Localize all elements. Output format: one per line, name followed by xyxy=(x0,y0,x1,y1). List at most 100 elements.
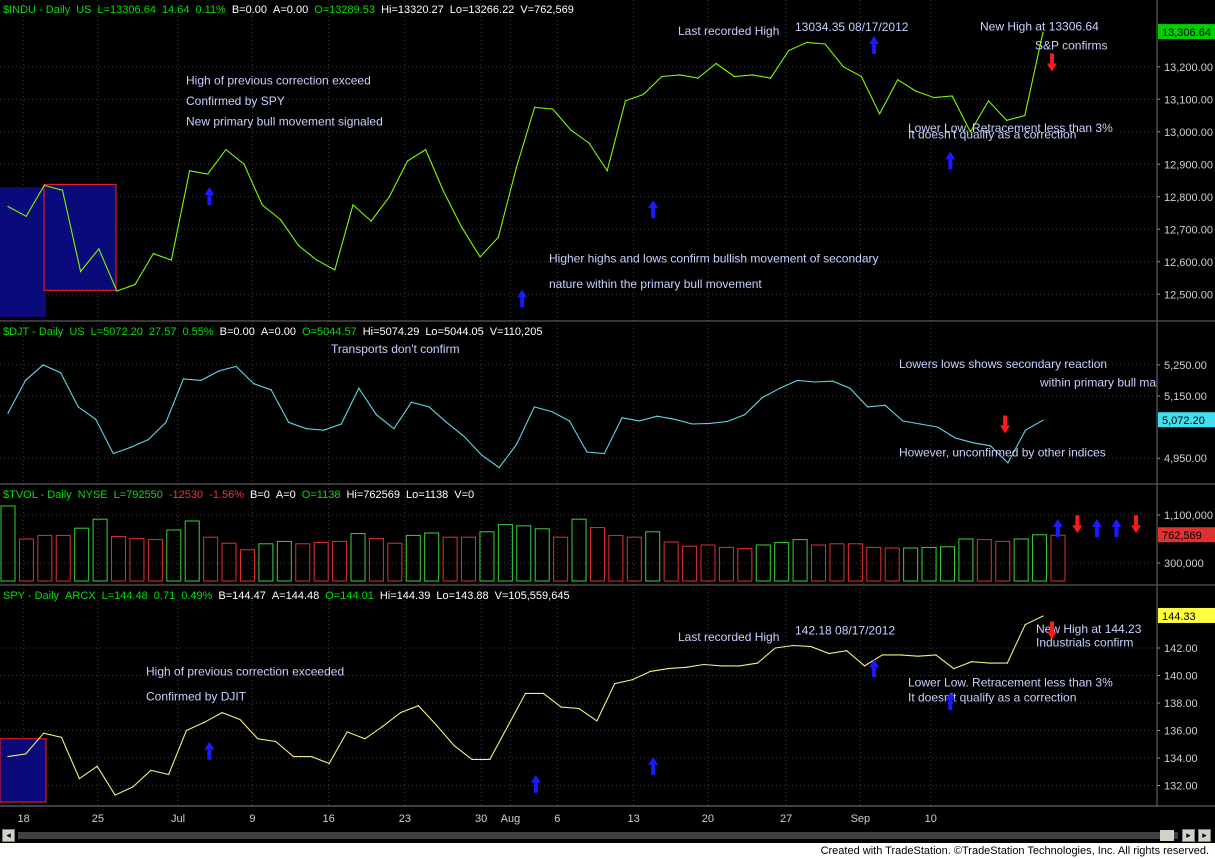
data-point xyxy=(1042,419,1044,421)
data-point xyxy=(323,429,325,431)
header-field: Hi=13320.27 xyxy=(381,4,444,16)
plot-area: Last recorded High 142.18 08/17/2012 High … xyxy=(0,615,1142,803)
y-tick-label: 300,000 xyxy=(1164,558,1204,570)
last-value-tag xyxy=(1158,412,1215,428)
data-point xyxy=(150,769,152,771)
data-point xyxy=(697,77,699,79)
data-point xyxy=(375,414,377,416)
header-field: B=144.47 xyxy=(218,590,265,602)
header-field: L=5072.20 xyxy=(91,326,143,338)
volume-bar xyxy=(37,534,53,582)
data-point xyxy=(279,218,281,221)
last-value-label: 5,072.20 xyxy=(1162,415,1205,427)
data-point xyxy=(884,404,886,406)
header-field: V=762,569 xyxy=(520,4,574,16)
header-field: A=0 xyxy=(276,489,296,501)
volume-bar xyxy=(589,527,605,582)
x-tick-label: 6 xyxy=(554,813,560,825)
volume-bar xyxy=(921,546,937,582)
data-point xyxy=(515,166,518,169)
data-point xyxy=(756,662,759,664)
data-point xyxy=(7,756,9,758)
data-point xyxy=(239,718,241,721)
data-point xyxy=(988,662,991,664)
data-point xyxy=(112,452,114,455)
annotation-text: Confirmed by SPY xyxy=(186,94,285,108)
volume-bar xyxy=(313,542,329,582)
scroll-left-button[interactable]: ◂ xyxy=(2,829,15,842)
volume-bar xyxy=(700,544,716,582)
volume-bar xyxy=(258,543,274,582)
data-point xyxy=(7,205,9,208)
down-arrow-marker xyxy=(1046,621,1057,640)
annotation-text: New High at 13306.64 xyxy=(980,19,1099,33)
data-point xyxy=(761,396,763,399)
header-field: O=1138 xyxy=(302,489,341,501)
data-point xyxy=(471,758,473,760)
annotation-text: Lowers lows shows secondary reaction xyxy=(899,357,1107,371)
data-point xyxy=(709,422,711,424)
data-point xyxy=(917,655,919,657)
header-field: L=13306.64 xyxy=(98,4,156,16)
arrow-shaft xyxy=(948,159,953,170)
data-point xyxy=(185,729,188,732)
header-field: 0.71 xyxy=(154,590,175,602)
data-point xyxy=(560,706,562,708)
volume-bar xyxy=(866,546,882,582)
x-tick-label: Sep xyxy=(851,813,871,825)
up-arrow-marker xyxy=(1052,519,1063,537)
data-point xyxy=(726,420,728,423)
y-tick-label: 5,250.00 xyxy=(1164,360,1207,372)
data-point xyxy=(796,379,799,382)
data-point xyxy=(810,646,812,648)
data-point xyxy=(60,372,62,374)
x-tick-label: 30 xyxy=(475,813,487,825)
footer: Created with TradeStation. ©TradeStation… xyxy=(0,843,1215,859)
data-point xyxy=(568,420,570,422)
data-point xyxy=(788,49,790,52)
data-point xyxy=(428,406,430,408)
scroll-end-button[interactable]: ▸ xyxy=(1198,829,1211,842)
data-point xyxy=(60,736,63,738)
panel-header: $DJT - Daily US L=5072.20 27.57 0.55% B=0.00 A… xyxy=(3,326,542,338)
data-point xyxy=(425,149,427,151)
data-point xyxy=(417,705,420,707)
scroll-track[interactable] xyxy=(18,832,1178,839)
annotation-text: 142.18 08/17/2012 xyxy=(795,623,895,637)
horizontal-scrollbar[interactable]: ◂ ▸ ▸ xyxy=(0,828,1215,843)
header-field: L=792550 xyxy=(114,489,163,501)
data-point xyxy=(1024,114,1026,117)
header-field: O=144.01 xyxy=(325,590,374,602)
arrow-head xyxy=(648,756,659,765)
data-point xyxy=(399,712,402,714)
panel-header: $INDU - Daily US L=13306.64 14.64 0.11% B=0.0… xyxy=(3,4,574,16)
volume-bar xyxy=(55,534,71,582)
data-point xyxy=(461,227,463,229)
header-field: V=110,205 xyxy=(490,326,543,338)
volume-bar xyxy=(626,536,642,582)
scroll-thumb[interactable] xyxy=(1160,830,1174,841)
data-point xyxy=(43,184,45,186)
data-point xyxy=(533,406,535,408)
data-point xyxy=(61,189,64,191)
volume-bar xyxy=(203,536,219,582)
up-arrow-marker xyxy=(204,187,215,206)
volume-bar xyxy=(534,528,550,582)
header-field: B=0.00 xyxy=(220,326,255,338)
volume-bar xyxy=(792,539,808,582)
data-point xyxy=(933,97,935,99)
data-point xyxy=(770,77,772,79)
annotation-text: High of previous correction exceed xyxy=(186,74,371,88)
data-point xyxy=(846,650,848,652)
data-point xyxy=(972,442,974,444)
header-field: B=0.00 xyxy=(232,4,267,16)
arrow-shaft xyxy=(207,195,212,206)
up-arrow-marker xyxy=(945,151,956,170)
data-point xyxy=(603,452,606,455)
volume-bar xyxy=(461,536,477,582)
data-point xyxy=(897,79,899,81)
header-field: Hi=5074.29 xyxy=(363,326,420,338)
scroll-right-button[interactable]: ▸ xyxy=(1182,829,1195,842)
data-point xyxy=(621,417,623,419)
volume-bar xyxy=(903,547,919,582)
